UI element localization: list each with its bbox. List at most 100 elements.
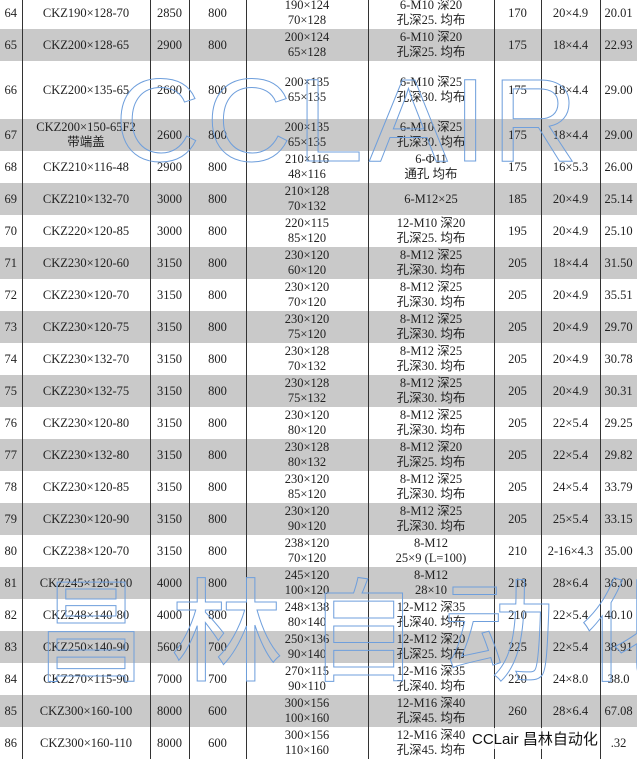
value-cell-3: 3150 — [149, 279, 190, 311]
hole-spec-cell: 6-M10 深25 孔深30. 均布 — [367, 61, 495, 119]
table-row: 79 CKZ230×120-90 3150 800 230×120 90×120 8-M12… — [0, 503, 637, 535]
value-cell-7-text: 205 — [508, 351, 527, 366]
value-cell-8-text: 18×4.4 — [552, 82, 589, 97]
dimension-cell-text: 70×128 — [287, 13, 327, 27]
model-cell: CKZ238×120-70 — [21, 535, 151, 567]
row-number: 71 — [0, 247, 23, 279]
model-cell-text: CKZ238×120-70 — [42, 543, 130, 558]
value-cell-8: 25×5.4 — [540, 503, 601, 535]
hole-spec-cell: 6-M10 深20 孔深25. 均布 — [367, 29, 495, 61]
dimension-cell: 270×115 90×110 — [245, 663, 369, 695]
dimension-cell: 238×120 70×120 — [245, 535, 369, 567]
value-cell-9-text: 35.00 — [604, 543, 633, 558]
value-cell-4: 700 — [188, 663, 247, 695]
value-cell-8: 24×5.4 — [540, 471, 601, 503]
row-number-text: 76 — [4, 415, 18, 430]
model-cell-text: CKZ230×120-80 — [42, 415, 130, 430]
value-cell-7-text: 175 — [508, 159, 527, 174]
row-number: 68 — [0, 151, 23, 183]
value-cell-3: 3150 — [149, 439, 190, 471]
hole-spec-cell: 8-M12 深25 孔深30. 均布 — [367, 343, 495, 375]
value-cell-9: 31.50 — [599, 247, 637, 279]
value-cell-4: 800 — [188, 343, 247, 375]
dimension-cell: 230×120 80×120 — [245, 407, 369, 439]
value-cell-8: 28×6.4 — [540, 695, 601, 727]
value-cell-7: 220 — [493, 663, 542, 695]
dimension-cell-text: 270×115 — [284, 664, 330, 678]
row-number-text: 85 — [4, 703, 18, 718]
dimension-cell-text: 100×120 — [284, 583, 330, 597]
value-cell-4-text: 800 — [208, 607, 227, 622]
value-cell-9: 35.51 — [599, 279, 637, 311]
model-cell-text: CKZ248×140-80 — [42, 607, 130, 622]
row-number: 67 — [0, 119, 23, 151]
model-cell-text: CKZ230×132-80 — [42, 447, 130, 462]
row-number-text: 72 — [4, 287, 18, 302]
value-cell-7: 205 — [493, 471, 542, 503]
hole-spec-cell: 12-M12 深35 孔深40. 均布 — [367, 599, 495, 631]
value-cell-8-text: 20×4.9 — [552, 5, 589, 20]
value-cell-8: 20×4.9 — [540, 215, 601, 247]
value-cell-3: 8000 — [149, 695, 190, 727]
value-cell-3-text: 3150 — [157, 351, 182, 366]
value-cell-4-text: 800 — [208, 447, 227, 462]
model-cell: CKZ230×120-90 — [21, 503, 151, 535]
table-row: 65 CKZ200×128-65 2900 800 200×124 65×128 6-M10… — [0, 29, 637, 61]
value-cell-7: 175 — [493, 151, 542, 183]
value-cell-7-text: 205 — [508, 511, 527, 526]
hole-spec-cell-text: 6-M12×25 — [404, 191, 458, 206]
model-cell: CKZ220×120-85 — [21, 215, 151, 247]
model-cell: CKZ190×128-70 — [21, 0, 151, 29]
value-cell-8: 22×5.4 — [540, 599, 601, 631]
hole-spec-cell: 8-M12 深25 孔深30. 均布 — [367, 279, 495, 311]
hole-spec-cell-text: 孔深25. 均布 — [396, 647, 466, 661]
hole-spec-cell: 6-M12×25 — [367, 183, 495, 215]
model-cell-text: CKZ250×140-90 — [42, 639, 130, 654]
model-cell-text: CKZ230×132-70 — [42, 351, 130, 366]
value-cell-8-text: 24×8.0 — [552, 671, 589, 686]
hole-spec-cell: 12-M12 深20 孔深25. 均布 — [367, 631, 495, 663]
value-cell-9-text: 36.00 — [604, 575, 633, 590]
value-cell-7: 218 — [493, 567, 542, 599]
hole-spec-cell-text: 孔深25. 均布 — [396, 231, 466, 245]
value-cell-8-text: 22×5.4 — [552, 639, 589, 654]
value-cell-3: 3000 — [149, 215, 190, 247]
table-row: 77 CKZ230×132-80 3150 800 230×128 80×132 8-M12… — [0, 439, 637, 471]
dimension-cell-text: 48×116 — [288, 167, 326, 181]
value-cell-9: 29.70 — [599, 311, 637, 343]
model-cell: CKZ200×128-65 — [21, 29, 151, 61]
model-cell: CKZ200×150-65F2 带端盖 — [21, 119, 151, 151]
value-cell-7: 205 — [493, 375, 542, 407]
row-number-text: 70 — [4, 223, 18, 238]
row-number: 85 — [0, 695, 23, 727]
model-cell-text: CKZ230×132-75 — [42, 383, 130, 398]
value-cell-4: 600 — [188, 727, 247, 759]
model-cell-text: CKZ245×120-100 — [39, 575, 133, 590]
row-number-text: 65 — [4, 37, 18, 52]
model-cell-text: CKZ270×115-90 — [43, 671, 129, 686]
table-row: 68 CKZ210×116-48 2900 800 210×116 48×116 6-Φ11… — [0, 151, 637, 183]
value-cell-4-text: 800 — [208, 543, 227, 558]
row-number-text: 78 — [4, 479, 18, 494]
value-cell-4: 800 — [188, 119, 247, 151]
value-cell-8-text: 2-16×4.3 — [547, 543, 594, 558]
value-cell-8: 18×4.4 — [540, 119, 601, 151]
value-cell-4: 800 — [188, 311, 247, 343]
hole-spec-cell-text: 孔深30. 均布 — [396, 135, 466, 149]
value-cell-3-text: 2900 — [157, 37, 182, 52]
hole-spec-cell-text: 8-M12 深25 — [399, 248, 463, 262]
value-cell-4: 800 — [188, 61, 247, 119]
dimension-cell: 300×156 100×160 — [245, 695, 369, 727]
dimension-cell-text: 70×120 — [287, 295, 327, 309]
hole-spec-cell-text: 12-M16 深35 — [396, 664, 466, 678]
value-cell-7: 185 — [493, 183, 542, 215]
value-cell-7: 205 — [493, 343, 542, 375]
value-cell-9-text: 25.10 — [604, 223, 633, 238]
value-cell-8-text: 20×4.9 — [552, 319, 589, 334]
dimension-cell-text: 70×132 — [287, 199, 327, 213]
dimension-cell: 230×120 60×120 — [245, 247, 369, 279]
value-cell-4-text: 800 — [208, 37, 227, 52]
dimension-cell: 230×120 70×120 — [245, 279, 369, 311]
value-cell-7: 205 — [493, 439, 542, 471]
value-cell-4: 800 — [188, 407, 247, 439]
